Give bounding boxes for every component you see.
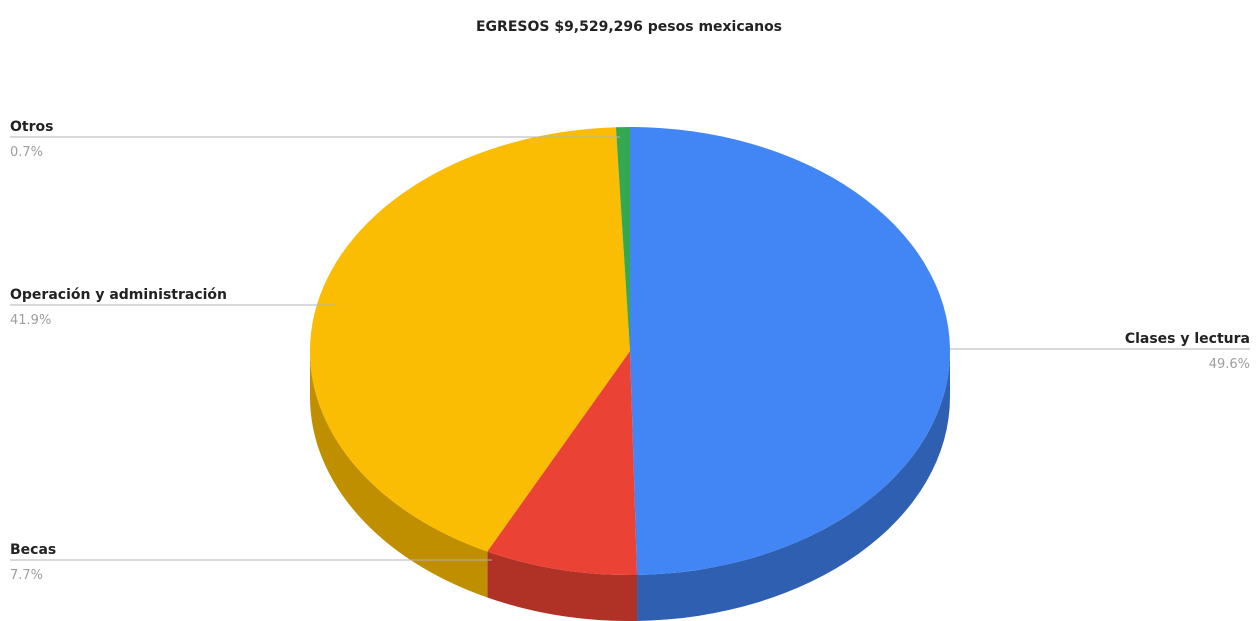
pie-slice-becas xyxy=(487,351,638,576)
slice-side-clases-y-lectura xyxy=(637,351,950,621)
slice-percent-otros: 0.7% xyxy=(10,145,43,160)
pie-slice-clases-y-lectura xyxy=(630,127,951,575)
pie-slices xyxy=(309,127,951,576)
slice-labels: Clases y lectura 49.6% Becas 7.7% Operación … xyxy=(10,119,1250,583)
pie-slice-operacion-y-administracion xyxy=(309,127,630,552)
pie-sides xyxy=(310,351,950,621)
slice-label-operacion-y-administracion: Operación y administración 41.9% xyxy=(10,287,335,328)
pie-slice-otros xyxy=(615,127,630,351)
slice-label-clases-y-lectura: Clases y lectura 49.6% xyxy=(950,331,1250,372)
slice-label-otros: Otros 0.7% xyxy=(10,119,620,160)
slice-side-operacion-y-administracion xyxy=(310,351,488,598)
slice-name-operacion-y-administracion: Operación y administración xyxy=(10,287,227,303)
chart-title: EGRESOS $9,529,296 pesos mexicanos xyxy=(476,19,782,35)
slice-name-otros: Otros xyxy=(10,119,53,135)
slice-name-becas: Becas xyxy=(10,542,56,558)
slice-name-clases-y-lectura: Clases y lectura xyxy=(1125,331,1250,347)
slice-percent-becas: 7.7% xyxy=(10,568,43,583)
slice-percent-operacion-y-administracion: 41.9% xyxy=(10,313,51,328)
slice-label-becas: Becas 7.7% xyxy=(10,542,492,583)
slice-side-becas xyxy=(487,551,638,621)
slice-percent-clases-y-lectura: 49.6% xyxy=(1209,357,1250,372)
